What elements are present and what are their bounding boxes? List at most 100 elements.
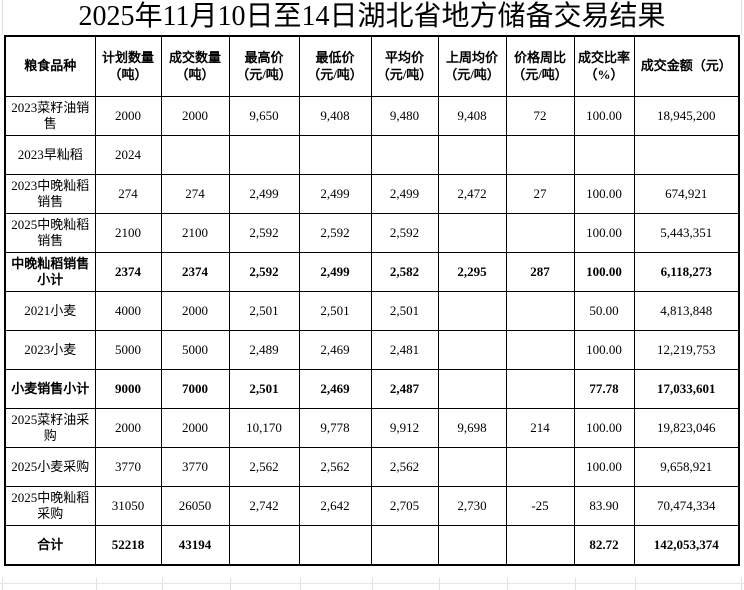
value-cell: 5,443,351	[633, 213, 740, 253]
value-cell	[370, 525, 439, 566]
value-cell: 214	[505, 408, 575, 448]
value-cell: 2,592	[370, 213, 439, 253]
value-cell: 82.72	[573, 525, 635, 566]
value-cell: 2,742	[228, 486, 300, 526]
value-cell	[505, 330, 575, 370]
value-cell: 2,592	[298, 213, 372, 253]
value-cell	[437, 369, 507, 409]
value-cell: 2,489	[228, 330, 300, 370]
value-cell: 50.00	[573, 291, 635, 331]
value-cell: 287	[505, 252, 575, 292]
value-cell	[298, 135, 372, 175]
value-cell	[160, 135, 230, 175]
table-row: 2025菜籽油采购 2000 2000 10,170 9,778 9,912 9,698 21…	[4, 408, 740, 448]
excel-gridline-horizontal	[0, 583, 744, 584]
table-row: 小麦销售小计 9000 7000 2,501 2,469 2,487 77.78 17,033…	[4, 369, 740, 409]
row-label-cell: 2023中晚籼稻销售	[4, 174, 96, 214]
row-label-cell: 2025菜籽油采购	[4, 408, 96, 448]
value-cell	[505, 291, 575, 331]
value-cell: 2374	[94, 252, 162, 292]
table-row: 合计 52218 43194 82.72 142,053,374	[4, 525, 740, 566]
value-cell: 2,499	[298, 252, 372, 292]
value-cell: 100.00	[573, 96, 635, 136]
value-cell: 3770	[160, 447, 230, 487]
trading-results-table: 粮食品种 计划数量 （吨） 成交数量 （吨） 最高价 （元/吨） 最低价 （元/吨） 平均价 （元/…	[4, 35, 740, 566]
table-row: 2023中晚籼稻销售 274 274 2,499 2,499 2,499 2,472 27 10…	[4, 174, 740, 214]
page-title: 2025年11月10日至14日湖北省地方储备交易结果	[78, 1, 666, 32]
value-cell: 2,472	[437, 174, 507, 214]
table-row: 2023小麦 5000 5000 2,489 2,469 2,481 100.00 12,21…	[4, 330, 740, 370]
excel-gridline-vertical	[162, 578, 163, 590]
value-cell: 9,408	[437, 96, 507, 136]
value-cell: 5000	[160, 330, 230, 370]
table-row: 2025中晚籼稻采购 31050 26050 2,742 2,642 2,705 2,730…	[4, 486, 740, 526]
value-cell	[633, 135, 740, 175]
value-cell: 4000	[94, 291, 162, 331]
row-label-cell: 2025小麦采购	[4, 447, 96, 487]
excel-gridline-vertical	[230, 578, 231, 590]
excel-gridline-vertical	[300, 578, 301, 590]
value-cell: 9,650	[228, 96, 300, 136]
column-header-0: 粮食品种	[4, 35, 96, 97]
value-cell: 2,469	[298, 330, 372, 370]
table-row: 中晚籼稻销售小计 2374 2374 2,592 2,499 2,582 2,295 287 1…	[4, 252, 740, 292]
excel-gridline-vertical	[635, 578, 636, 590]
value-cell	[298, 525, 372, 566]
column-header-unit: （吨）	[175, 66, 215, 82]
value-cell	[437, 135, 507, 175]
column-header-unit: （元/吨）	[307, 66, 363, 82]
value-cell: 2,582	[370, 252, 439, 292]
value-cell: 19,823,046	[633, 408, 740, 448]
value-cell: 2,562	[370, 447, 439, 487]
value-cell: 52218	[94, 525, 162, 566]
row-label-cell: 2025中晚籼稻采购	[4, 486, 96, 526]
value-cell: 274	[94, 174, 162, 214]
table-row: 2025小麦采购 3770 3770 2,562 2,562 2,562 100.00 9,6…	[4, 447, 740, 487]
value-cell: 43194	[160, 525, 230, 566]
column-header-label: 成交比率	[577, 50, 630, 66]
value-cell: 2024	[94, 135, 162, 175]
value-cell	[437, 330, 507, 370]
value-cell: 5000	[94, 330, 162, 370]
value-cell: 2,501	[228, 369, 300, 409]
header-row: 粮食品种 计划数量 （吨） 成交数量 （吨） 最高价 （元/吨） 最低价 （元/吨） 平均价 （元/…	[4, 35, 740, 97]
column-header-4: 最低价 （元/吨）	[298, 35, 372, 97]
value-cell	[505, 213, 575, 253]
value-cell	[437, 213, 507, 253]
value-cell: 2,487	[370, 369, 439, 409]
value-cell	[228, 135, 300, 175]
value-cell	[505, 135, 575, 175]
column-header-label: 计划数量	[101, 50, 154, 66]
value-cell: 2,501	[298, 291, 372, 331]
excel-gridline-vertical	[507, 578, 508, 590]
value-cell: 2000	[160, 408, 230, 448]
value-cell: 70,474,334	[633, 486, 740, 526]
excel-gridline-vertical	[741, 0, 742, 35]
value-cell: 10,170	[228, 408, 300, 448]
value-cell: 100.00	[573, 252, 635, 292]
value-cell: 2,481	[370, 330, 439, 370]
column-header-label: 成交金额（元）	[640, 58, 732, 74]
value-cell: 26050	[160, 486, 230, 526]
value-cell: 17,033,601	[633, 369, 740, 409]
column-header-label: 平均价	[384, 50, 424, 66]
value-cell: 9,912	[370, 408, 439, 448]
value-cell: 9,698	[437, 408, 507, 448]
column-header-9: 成交金额（元）	[633, 35, 740, 97]
value-cell: 2100	[160, 213, 230, 253]
value-cell: 2,501	[228, 291, 300, 331]
column-header-7: 价格周比 （元/吨）	[505, 35, 575, 97]
value-cell	[437, 447, 507, 487]
value-cell: 100.00	[573, 408, 635, 448]
value-cell: 2,705	[370, 486, 439, 526]
excel-gridline-vertical	[741, 578, 742, 590]
value-cell	[505, 447, 575, 487]
excel-gridline-vertical	[96, 578, 97, 590]
value-cell: 2374	[160, 252, 230, 292]
column-header-unit: （吨）	[108, 66, 148, 82]
value-cell: 9,480	[370, 96, 439, 136]
row-label-cell: 2025中晚籼稻销售	[4, 213, 96, 253]
value-cell: 2,295	[437, 252, 507, 292]
value-cell: 2000	[94, 408, 162, 448]
value-cell: 2,501	[370, 291, 439, 331]
